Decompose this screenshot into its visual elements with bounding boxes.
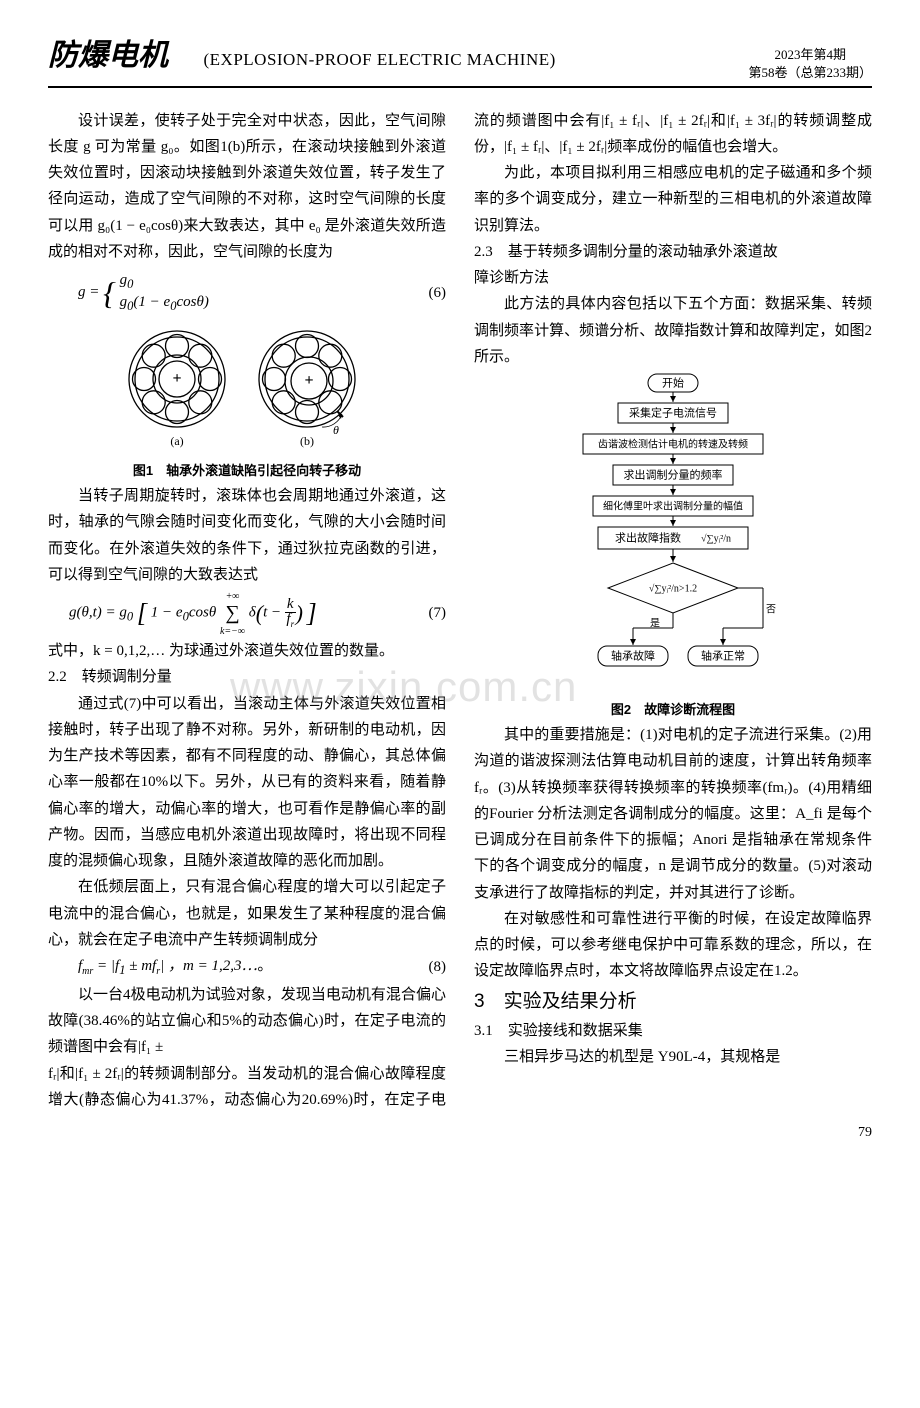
fig1-svg: + (a) + [97, 321, 397, 451]
eq8-num: (8) [429, 954, 447, 980]
svg-text:+: + [172, 370, 181, 387]
para: 其中的重要措施是：(1)对电机的定子流进行采集。(2)用沟道的谐波探测法估算电动… [474, 722, 872, 906]
eq7-body: g(θ,t) = g0 [ 1 − e0cosθ +∞ ∑ k=−∞ δ(t −… [48, 588, 317, 638]
page-number: 79 [48, 1121, 872, 1146]
flow-no: 否 [766, 603, 776, 615]
equation-7: g(θ,t) = g0 [ 1 − e0cosθ +∞ ∑ k=−∞ δ(t −… [48, 588, 446, 638]
flow-n5: 细化傅里叶求出调制分量的幅值 [603, 499, 743, 512]
flow-n3: 齿谐波检测估计电机的转速及转频 [598, 437, 748, 450]
eq6-body: g = { g0 g0(1 − e0cosθ) [48, 265, 209, 321]
flow-yes: 是 [650, 617, 660, 629]
flow-n7: 轴承故障 [611, 649, 655, 663]
flow-n2: 采集定子电流信号 [629, 406, 717, 420]
figure-1: + (a) + [48, 321, 446, 460]
figure-2: 开始 采集定子电流信号 齿谐波检测估计电机的转速及转频 求出调制分量的频率 细化… [474, 370, 872, 699]
flow-n1: 开始 [662, 376, 684, 390]
fig1-caption: 图1 轴承外滚道缺陷引起径向转子移动 [48, 460, 446, 483]
subhead-2-3a: 2.3 基于转频多调制分量的滚动轴承外滚道故 [474, 239, 872, 265]
fig2-svg: 开始 采集定子电流信号 齿谐波检测估计电机的转速及转频 求出调制分量的频率 细化… [523, 370, 823, 690]
equation-8: fmr = |f1 ± mfr| ，m = 1,2,3⋯。 (8) [48, 953, 446, 982]
para: 三相异步马达的机型是 Y90L-4，其规格是 [474, 1044, 872, 1070]
para: 以一台4极电动机为试验对象，发现当电动机有混合偏心故障(38.46%的站立偏心和… [48, 982, 446, 1061]
fig1-label-a: (a) [170, 434, 183, 448]
flow-n8: 轴承正常 [701, 649, 745, 663]
journal-title-block: 防爆电机 (EXPLOSION-PROOF ELECTRIC MACHINE) [48, 30, 556, 83]
issue-info: 2023年第4期 第58卷（总第233期） [748, 46, 872, 82]
subhead-2-3b: 障诊断方法 [474, 265, 872, 291]
subhead-3-1: 3.1 实验接线和数据采集 [474, 1018, 872, 1044]
eq6-num: (6) [429, 280, 447, 306]
section-3-head: 3 实验及结果分析 [474, 985, 872, 1018]
fig1-label-b: (b) [300, 434, 314, 448]
flow-d1: √∑yᵢ²/n>1.2 [649, 583, 697, 594]
flow-n6a: 求出故障指数 [615, 531, 681, 545]
issue-line1: 2023年第4期 [748, 46, 872, 64]
para: 式中，k = 0,1,2,… 为球通过外滚道失效位置的数量。 [48, 638, 446, 664]
flow-n6b: √∑yᵢ²/n [701, 533, 731, 544]
journal-name-cn: 防爆电机 [48, 39, 168, 72]
para: 设计误差，使转子处于完全对中状态，因此，空气间隙长度 g 可为常量 g₀。如图1… [48, 108, 446, 266]
page-header: 防爆电机 (EXPLOSION-PROOF ELECTRIC MACHINE) … [48, 30, 872, 88]
para: 此方法的具体内容包括以下五个方面：数据采集、转频调制频率计算、频谱分析、故障指数… [474, 291, 872, 370]
fig2-caption: 图2 故障诊断流程图 [474, 699, 872, 722]
eq8-body: fmr = |f1 ± mfr| ，m = 1,2,3⋯。 [48, 953, 272, 982]
eq7-num: (7) [429, 600, 447, 626]
para: 当转子周期旋转时，滚珠体也会周期地通过外滚道，这时，轴承的气隙会随时间变化而变化… [48, 483, 446, 588]
flow-n4: 求出调制分量的频率 [624, 468, 723, 482]
svg-text:+: + [304, 372, 313, 389]
para: 为此，本项目拟利用三相感应电机的定子磁通和多个频率的多个调变成分，建立一种新型的… [474, 160, 872, 239]
subhead-2-2: 2.2 转频调制分量 [48, 664, 446, 690]
fig1-theta: θ [333, 423, 339, 437]
para: 在对敏感性和可靠性进行平衡的时候，在设定故障临界点的时候，可以参考继电保护中可靠… [474, 906, 872, 985]
body-columns: 设计误差，使转子处于完全对中状态，因此，空气间隙长度 g 可为常量 g₀。如图1… [48, 108, 872, 1114]
issue-line2: 第58卷（总第233期） [748, 64, 872, 82]
equation-6: g = { g0 g0(1 − e0cosθ) (6) [48, 265, 446, 321]
para: 在低频层面上，只有混合偏心程度的增大可以引起定子电流中的混合偏心，也就是，如果发… [48, 874, 446, 953]
para: 通过式(7)中可以看出，当滚动主体与外滚道失效位置相接触时，转子出现了静不对称。… [48, 691, 446, 875]
journal-name-en: (EXPLOSION-PROOF ELECTRIC MACHINE) [204, 50, 556, 69]
